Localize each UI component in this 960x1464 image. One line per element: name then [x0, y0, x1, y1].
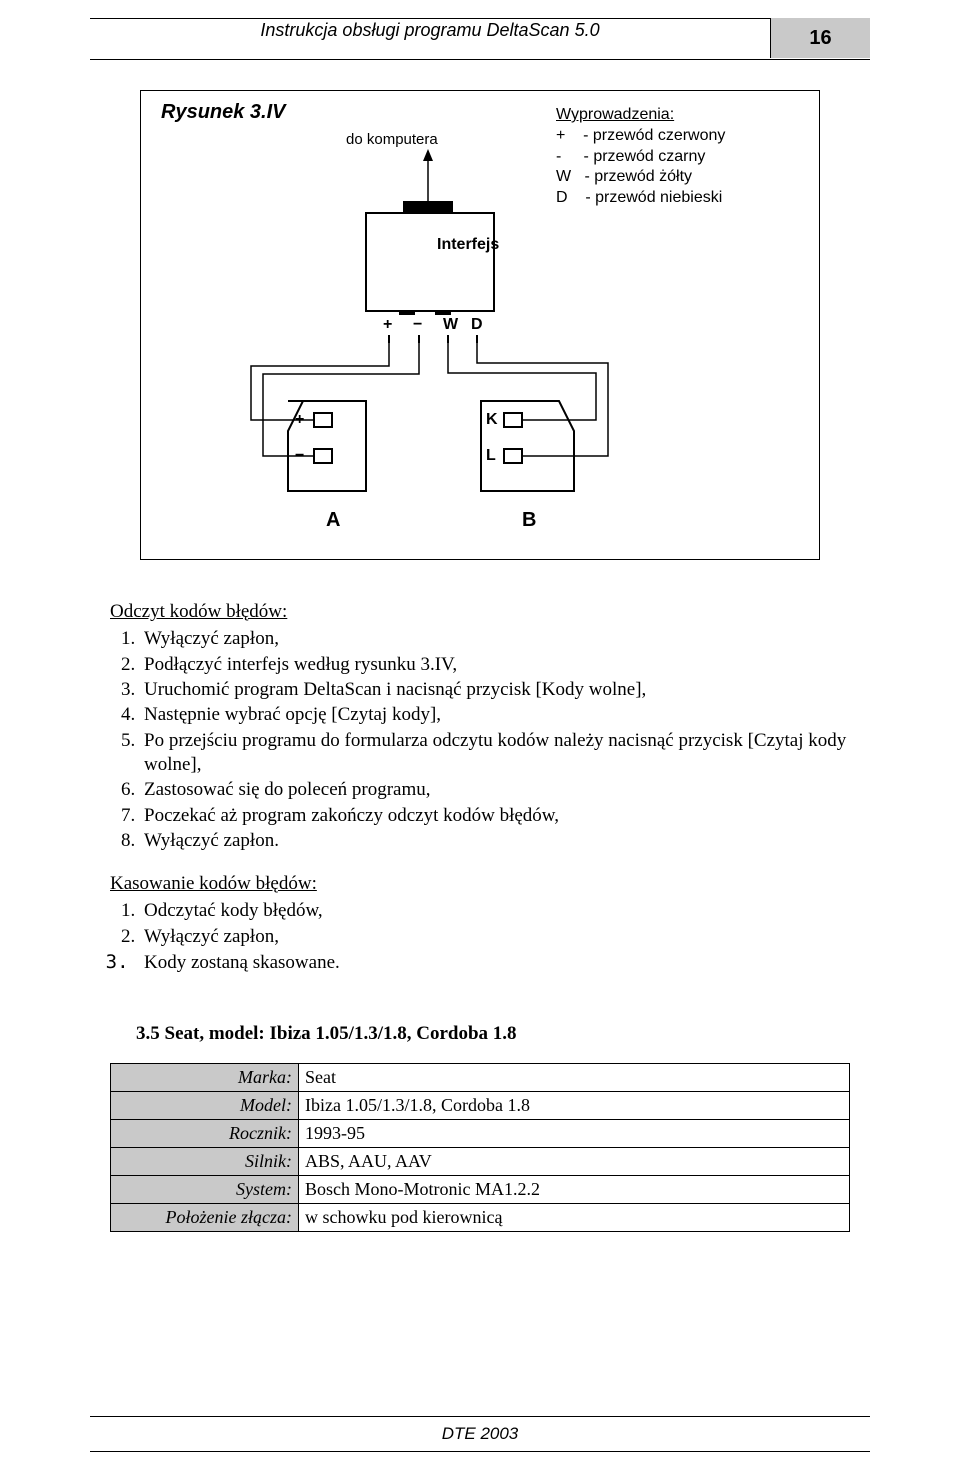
- cell-key: Marka:: [111, 1063, 299, 1091]
- list-item: Po przejściu programu do formularza odcz…: [140, 729, 850, 779]
- table-row: Położenie złącza:w schowku pod kierownic…: [111, 1203, 850, 1231]
- cell-val: ABS, AAU, AAV: [299, 1147, 850, 1175]
- page-number: 16: [770, 18, 870, 58]
- cell-key: Rocznik:: [111, 1119, 299, 1147]
- cell-key: Model:: [111, 1091, 299, 1119]
- cell-key: System:: [111, 1175, 299, 1203]
- cell-key: Silnik:: [111, 1147, 299, 1175]
- list-item: Odczytać kody błędów,: [140, 899, 850, 924]
- cell-val: 1993-95: [299, 1119, 850, 1147]
- section1-title: Odczyt kodów błędów:: [110, 600, 850, 624]
- footer: DTE 2003: [90, 1416, 870, 1452]
- vehicle-info-table: Marka:Seat Model:Ibiza 1.05/1.3/1.8, Cor…: [110, 1063, 850, 1232]
- cell-key: Położenie złącza:: [111, 1203, 299, 1231]
- list-item: Poczekać aż program zakończy odczyt kodó…: [140, 804, 850, 829]
- table-row: System:Bosch Mono-Motronic MA1.2.2: [111, 1175, 850, 1203]
- cell-val: Ibiza 1.05/1.3/1.8, Cordoba 1.8: [299, 1091, 850, 1119]
- table-row: Model:Ibiza 1.05/1.3/1.8, Cordoba 1.8: [111, 1091, 850, 1119]
- table-row: Silnik:ABS, AAU, AAV: [111, 1147, 850, 1175]
- table-row: Marka:Seat: [111, 1063, 850, 1091]
- section1-list: Wyłączyć zapłon, Podłączyć interfejs wed…: [110, 627, 850, 854]
- section2-title: Kasowanie kodów błędów:: [110, 872, 850, 896]
- list-item: Uruchomić program DeltaScan i nacisnąć p…: [140, 678, 850, 703]
- cell-val: w schowku pod kierownicą: [299, 1203, 850, 1231]
- cell-val: Bosch Mono-Motronic MA1.2.2: [299, 1175, 850, 1203]
- table-row: Rocznik:1993-95: [111, 1119, 850, 1147]
- list-item: Wyłączyć zapłon,: [140, 925, 850, 950]
- list-item: Podłączyć interfejs według rysunku 3.IV,: [140, 653, 850, 678]
- list-item: Wyłączyć zapłon.: [140, 829, 850, 854]
- cell-val: Seat: [299, 1063, 850, 1091]
- section3-heading: 3.5 Seat, model: Ibiza 1.05/1.3/1.8, Cor…: [110, 1022, 850, 1046]
- wiring-diagram: [141, 91, 821, 561]
- list-item: Kody zostaną skasowane.: [140, 950, 850, 976]
- list-item: Wyłączyć zapłon,: [140, 627, 850, 652]
- list-item: Następnie wybrać opcję [Czytaj kody],: [140, 703, 850, 728]
- figure-box: Rysunek 3.IV do komputera Wyprowadzenia:…: [140, 90, 820, 560]
- doc-title: Instrukcja obsługi programu DeltaScan 5.…: [90, 20, 770, 41]
- list-item: Zastosować się do poleceń programu,: [140, 778, 850, 803]
- section2-list: Odczytać kody błędów, Wyłączyć zapłon, K…: [110, 899, 850, 976]
